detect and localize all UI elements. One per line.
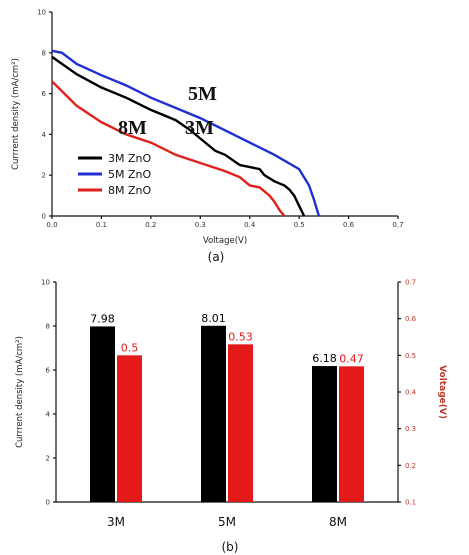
- a-x-tick-label: 0.1: [96, 221, 107, 229]
- a-y-tick-label: 8: [42, 49, 46, 57]
- chart-b-bar-chart: 0 2 4 6 8 10 0.1 0.2 0.3 0.4 0.5 0.6 0.7 Currrent den…: [15, 279, 447, 555]
- a-x-tick-label: 0.3: [195, 221, 206, 229]
- a-series-line-2: [51, 80, 286, 217]
- b-y-tick-label: 6: [46, 367, 51, 375]
- b-y-tick-label: 2: [46, 455, 50, 463]
- b-y-tick-label: 4: [46, 411, 51, 419]
- a-x-tick-label: 0.2: [145, 221, 156, 229]
- b-bar-current-8M: [312, 366, 337, 502]
- b-bar-voltage-8M: [339, 366, 364, 502]
- b-right-tick-label: 0.5: [405, 352, 416, 360]
- b-bar-voltage-5M: [228, 344, 253, 502]
- a-x-axis-label: Voltage(V): [203, 236, 247, 246]
- chart-a-jv-curves: 0 2 4 6 8 10 0.0 0.1 0.2 0.3 0.4 0.5 0.6 0.7 Voltage(V…: [11, 9, 404, 265]
- a-series-line-1: [51, 49, 321, 217]
- b-right-tick-label: 0.2: [405, 462, 416, 470]
- b-right-axis-label: Voltage(V): [437, 365, 447, 419]
- a-caption: (a): [208, 250, 225, 264]
- a-annotation-5M: 5M: [188, 83, 217, 105]
- b-category-5M: 5M: [218, 515, 236, 529]
- a-annotation-3M: 3M: [185, 117, 214, 139]
- b-right-tick-label: 0.1: [405, 499, 416, 507]
- b-label-voltage-5M: 0.53: [228, 330, 253, 343]
- b-label-voltage-8M: 0.47: [339, 352, 364, 365]
- a-y-tick-label: 2: [42, 172, 46, 180]
- b-label-current-5M: 8.01: [201, 312, 226, 325]
- a-y-axis-label: Currrent density (mA/cm²): [11, 58, 21, 170]
- a-x-tick-label: 0.4: [244, 221, 256, 229]
- b-bar-current-5M: [201, 325, 226, 502]
- a-y-tick-label: 10: [37, 9, 46, 17]
- b-caption: (b): [222, 540, 239, 554]
- b-y-tick-label: 10: [41, 279, 50, 287]
- a-legend-label-1: 5M ZnO: [108, 168, 151, 181]
- a-y-tick-label: 6: [42, 90, 47, 98]
- b-label-voltage-3M: 0.5: [121, 341, 139, 354]
- b-label-current-3M: 7.98: [90, 312, 115, 325]
- b-bar-current-3M: [90, 326, 115, 502]
- a-legend-label-2: 8M ZnO: [108, 184, 151, 197]
- b-right-tick-label: 0.3: [405, 425, 416, 433]
- b-label-current-8M: 6.18: [312, 352, 337, 365]
- a-annotation-8M: 8M: [118, 117, 147, 139]
- a-legend-label-0: 3M ZnO: [108, 152, 151, 165]
- b-right-tick-label: 0.4: [405, 389, 417, 397]
- b-right-tick-label: 0.6: [405, 315, 417, 323]
- a-x-tick-label: 0.0: [46, 221, 57, 229]
- a-y-tick-label: 4: [42, 131, 47, 139]
- a-x-tick-label: 0.6: [343, 221, 355, 229]
- b-right-tick-label: 0.7: [405, 279, 416, 287]
- b-y-axis-label: Currrent density (mA/cm²): [15, 336, 25, 448]
- b-category-8M: 8M: [329, 515, 347, 529]
- a-y-tick-label: 0: [42, 213, 46, 221]
- b-bar-voltage-3M: [117, 355, 142, 502]
- a-x-tick-label: 0.5: [294, 221, 305, 229]
- b-y-tick-label: 8: [46, 323, 50, 331]
- a-series-line-0: [51, 55, 306, 217]
- b-category-3M: 3M: [107, 515, 125, 529]
- a-x-tick-label: 0.7: [392, 221, 403, 229]
- b-y-tick-label: 0: [46, 499, 50, 507]
